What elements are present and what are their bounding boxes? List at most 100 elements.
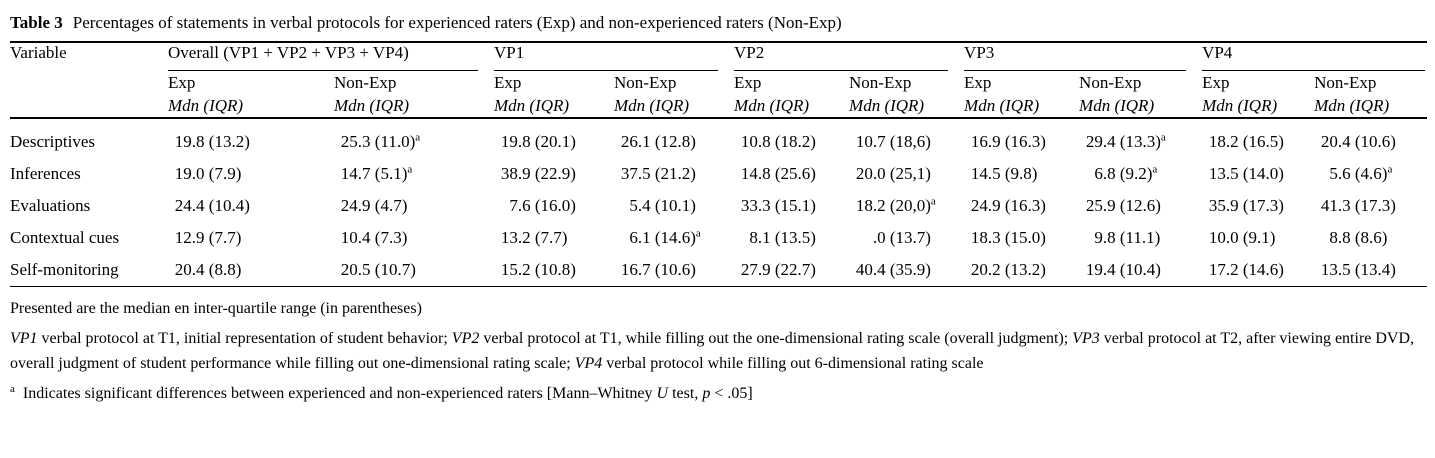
iqr-value: (35.9) [885, 260, 931, 279]
median-value: 16.9 [970, 132, 1001, 151]
value-cell: 24.9 (16.3) [964, 190, 1079, 222]
median-value: 19.8 [174, 132, 205, 151]
subheader-vp2-exp: Exp Mdn (IQR) [734, 71, 850, 119]
italic-term: VP2 [451, 330, 480, 347]
value-cell: 20.4 (10.6) [1314, 118, 1427, 158]
iqr-value: (13.2) [204, 132, 250, 151]
variable-label: Evaluations [10, 196, 91, 215]
iqr-value: (4.7) [370, 196, 408, 215]
value-cell: 19.8 (20.1) [494, 118, 614, 158]
italic-term: VP1 [10, 330, 38, 347]
iqr-value: (12.8) [650, 132, 696, 151]
median-value: 10.4 [340, 228, 371, 247]
value-cell: 10.4 (7.3) [334, 222, 494, 254]
iqr-value: (7.7) [204, 228, 242, 247]
significance-marker: a [10, 382, 15, 395]
value-cell: 41.3 (17.3) [1314, 190, 1427, 222]
iqr-value: (22.9) [530, 164, 576, 183]
iqr-value: (7.9) [204, 164, 242, 183]
group-header-vp1: VP1 [494, 42, 734, 71]
median-value: 20.4 [174, 260, 205, 279]
footnote-text: Indicates significant differences betwee… [22, 385, 657, 402]
subheader-row: Exp Mdn (IQR) Non-Exp Mdn (IQR) Exp Mdn … [10, 71, 1428, 119]
footnotes: Presented are the median en inter-quarti… [10, 296, 1423, 406]
median-value: 18.3 [970, 228, 1001, 247]
subheader-measure-label: Mdn (IQR) [1314, 96, 1390, 115]
value-cell: 19.4 (10.4) [1079, 254, 1203, 287]
value-cell: 24.9 (4.7) [334, 190, 494, 222]
value-cell: 18.2 (20,0)a [849, 190, 964, 222]
footnote-text: verbal protocol at T2, after viewing ent… [10, 330, 1415, 372]
value-cell: 26.1 (12.8) [614, 118, 734, 158]
value-cell: 16.9 (16.3) [964, 118, 1079, 158]
median-value: 27.9 [740, 260, 771, 279]
iqr-value: (16.5) [1238, 132, 1284, 151]
value-cell: 16.7 (10.6) [614, 254, 735, 287]
iqr-value: (13.7) [885, 228, 931, 247]
table-caption: Table 3 Percentages of statements in verb… [0, 0, 1435, 34]
median-value: 7.6 [509, 196, 531, 215]
footnote-text: verbal protocol while filling out 6-dime… [602, 355, 984, 372]
value-cell: 5.6 (4.6)a [1314, 158, 1427, 190]
median-value: 19.4 [1085, 260, 1116, 279]
subheader-measure-label: Mdn (IQR) [614, 96, 690, 115]
subheader-group-label: Non-Exp [849, 73, 912, 92]
subheader-measure-label: Mdn (IQR) [168, 96, 244, 115]
median-value: 5.4 [629, 196, 651, 215]
group-header-vp2-label: VP2 [734, 43, 949, 71]
significance-marker: a [1152, 163, 1158, 176]
iqr-value: (14.6) [650, 228, 696, 247]
iqr-value: (9.2) [1115, 164, 1153, 183]
iqr-value: (15.1) [770, 196, 816, 215]
footnote-general: Presented are the median en inter-quarti… [10, 300, 422, 317]
iqr-value: (10.8) [530, 260, 576, 279]
subheader-measure-label: Mdn (IQR) [734, 96, 810, 115]
value-cell: 20.0 (25,1) [849, 158, 964, 190]
value-cell: 10.0 (9.1) [1202, 222, 1314, 254]
value-cell: 6.8 (9.2)a [1079, 158, 1202, 190]
median-value: 24.4 [174, 196, 205, 215]
iqr-value: (10.6) [650, 260, 696, 279]
value-cell: 13.2 (7.7) [494, 222, 614, 254]
iqr-value: (25.6) [770, 164, 816, 183]
footnote-significance: a Indicates significant differences betwe… [10, 381, 1423, 406]
italic-term: p [702, 385, 711, 402]
iqr-value: (12.6) [1115, 196, 1161, 215]
value-cell: 38.9 (22.9) [494, 158, 614, 190]
subheader-vp3-exp: Exp Mdn (IQR) [964, 71, 1080, 119]
value-cell: 7.6 (16.0) [494, 190, 614, 222]
median-value: 37.5 [620, 164, 651, 183]
table-number: Table 3 [10, 13, 63, 32]
value-cell: 15.2 (10.8) [494, 254, 615, 287]
iqr-value: (16.3) [1000, 132, 1046, 151]
median-value: 13.5 [1208, 164, 1239, 183]
italic-term: VP3 [1072, 330, 1100, 347]
iqr-value: (16.3) [1000, 196, 1046, 215]
iqr-value: (14.0) [1238, 164, 1284, 183]
table-row: Descriptives 19.8 (13.2) 25.3 (11.0)a 19.8 … [10, 118, 1427, 158]
iqr-value: (25,1) [885, 164, 931, 183]
group-header-vp3: VP3 [964, 42, 1202, 71]
iqr-value: (20.1) [530, 132, 576, 151]
iqr-value: (13.3) [1115, 132, 1161, 151]
subheader-overall-exp: Exp Mdn (IQR) [168, 71, 334, 119]
value-cell: 25.9 (12.6) [1079, 190, 1202, 222]
italic-term: VP4 [574, 355, 603, 372]
group-header-row: Variable Overall (VP1 + VP2 + VP3 + VP4)… [10, 42, 1427, 119]
subheader-group-label: Non-Exp [334, 73, 397, 92]
median-value: 17.2 [1208, 260, 1239, 279]
value-cell: 37.5 (21.2) [614, 158, 734, 190]
data-table: Variable Overall (VP1 + VP2 + VP3 + VP4)… [10, 41, 1428, 287]
median-value: 20.0 [855, 164, 886, 183]
value-cell: 17.2 (14.6) [1202, 254, 1315, 287]
group-header-overall-label: Overall (VP1 + VP2 + VP3 + VP4) [168, 43, 479, 71]
value-cell: 24.4 (10.4) [168, 190, 334, 222]
significance-marker: a [1387, 163, 1393, 176]
median-value: 10.8 [740, 132, 771, 151]
subheader-vp3-nonexp: Non-Exp Mdn (IQR) [1079, 71, 1203, 119]
iqr-value: (5.1) [370, 164, 408, 183]
iqr-value: (17.3) [1350, 196, 1396, 215]
median-value: 14.5 [970, 164, 1001, 183]
iqr-value: (7.7) [530, 228, 568, 247]
